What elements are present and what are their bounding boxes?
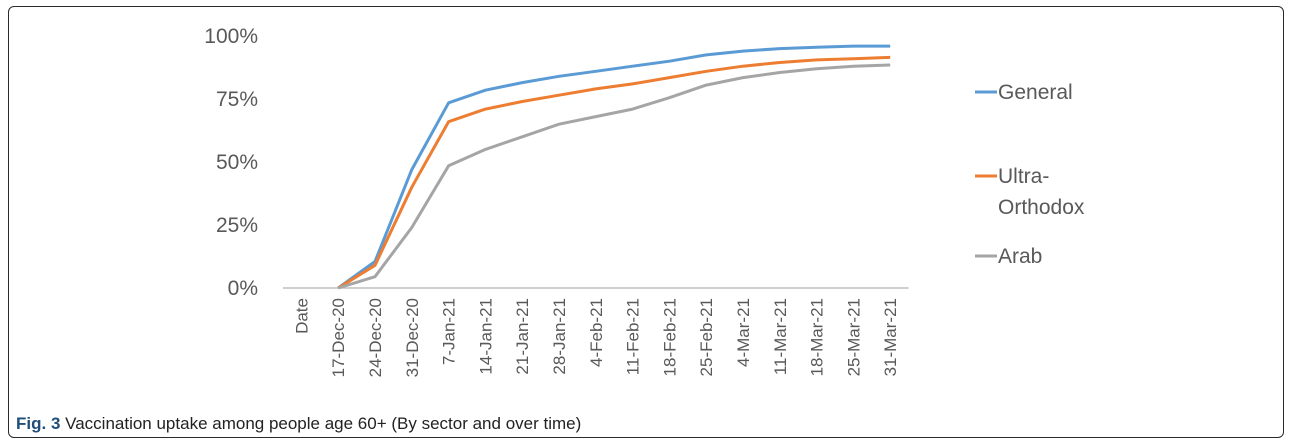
x-tick-label: 25-Mar-21 xyxy=(844,298,863,376)
x-tick-label: Date xyxy=(292,298,311,334)
legend-label-arab: Arab xyxy=(998,245,1042,268)
y-axis-ticks: 0% 25% 50% 75% 100% xyxy=(204,25,258,300)
x-tick-label: 11-Mar-21 xyxy=(771,298,790,375)
figure-frame xyxy=(8,6,1284,438)
figure-label: Fig. 3 xyxy=(16,414,61,433)
y-tick-label: 100% xyxy=(204,25,258,48)
x-tick-label: 14-Jan-21 xyxy=(476,298,495,375)
series-line-ultra-orthodox xyxy=(337,55,891,290)
x-tick-label: 4-Mar-21 xyxy=(734,298,753,367)
caption-text: Vaccination uptake among people age 60+ … xyxy=(60,414,582,433)
x-tick-label: 17-Dec-20 xyxy=(329,298,348,377)
x-tick-label: 11-Feb-21 xyxy=(624,298,643,375)
legend-label-ultra-orthodox-line2: Orthodox xyxy=(998,196,1085,219)
y-tick-label: 50% xyxy=(216,151,258,174)
x-axis-ticks: Date 17-Dec-20 24-Dec-20 31-Dec-20 7-Jan-21 1… xyxy=(292,298,900,377)
legend-label-general: General xyxy=(998,81,1073,104)
x-tick-label: 25-Feb-21 xyxy=(697,298,716,376)
series-line-general xyxy=(337,44,891,290)
y-tick-label: 0% xyxy=(228,277,258,300)
legend-label-ultra-orthodox-line1: Ultra- xyxy=(998,165,1049,188)
x-tick-label: 7-Jan-21 xyxy=(440,298,459,365)
x-tick-label: 18-Feb-21 xyxy=(660,298,679,376)
x-tick-label: 4-Feb-21 xyxy=(587,298,606,367)
x-tick-label: 31-Dec-20 xyxy=(403,298,422,377)
x-tick-label: 24-Dec-20 xyxy=(366,298,385,377)
figure-caption: Fig. 3 Vaccination uptake among people a… xyxy=(16,414,581,434)
x-tick-label: 28-Jan-21 xyxy=(550,298,569,375)
series-lines xyxy=(337,44,891,290)
y-tick-label: 75% xyxy=(216,88,258,111)
series-line-arab xyxy=(337,63,891,290)
legend: General Ultra- Orthodox Arab xyxy=(975,81,1085,268)
x-tick-label: 31-Mar-21 xyxy=(881,298,900,376)
y-tick-label: 25% xyxy=(216,214,258,237)
x-tick-label: 18-Mar-21 xyxy=(808,298,827,376)
x-tick-label: 21-Jan-21 xyxy=(513,298,532,375)
